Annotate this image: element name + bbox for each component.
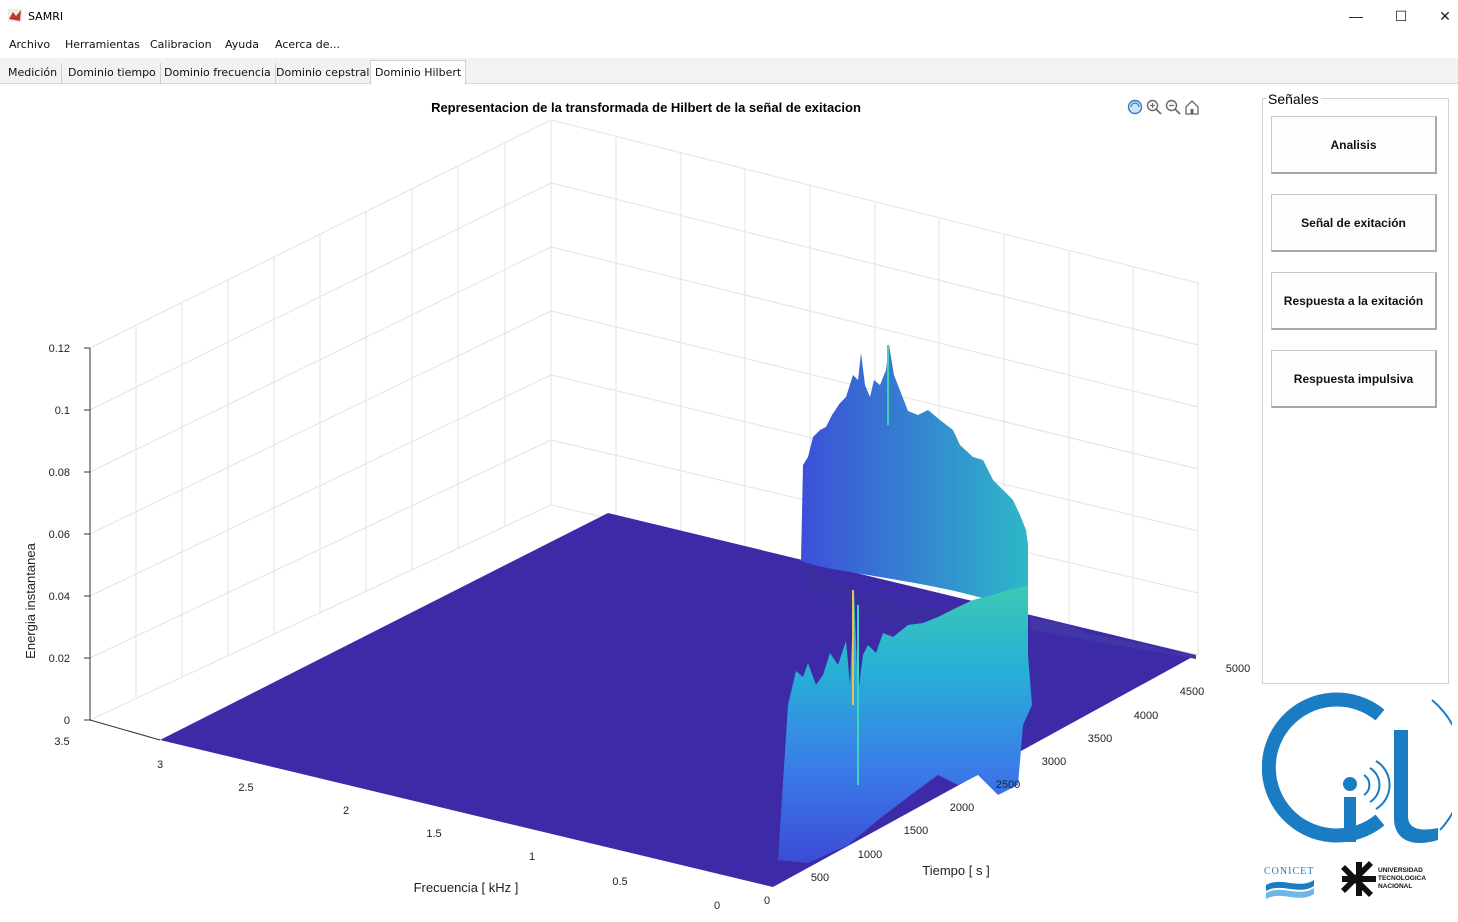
freq-tick-label: 0.5 <box>612 876 627 888</box>
freq-tick-label: 3 <box>157 759 163 771</box>
minimize-button[interactable]: — <box>1349 8 1363 24</box>
tab-medicion[interactable]: Medición <box>4 63 63 84</box>
zoom-in-icon[interactable] <box>1145 98 1163 116</box>
time-tick-label: 0 <box>764 895 770 907</box>
senal-exitacion-button[interactable]: Señal de exitación <box>1271 194 1437 252</box>
menu-calibracion[interactable]: Calibracion <box>150 38 212 51</box>
menu-acerca-de[interactable]: Acerca de... <box>275 38 340 51</box>
svg-text:UNIVERSIDAD: UNIVERSIDAD <box>1378 867 1423 874</box>
time-tick-label: 4500 <box>1180 686 1204 698</box>
z-axis-label: Energia instantanea <box>23 542 38 658</box>
freq-tick-label: 1 <box>529 851 535 863</box>
respuesta-exitacion-button[interactable]: Respuesta a la exitación <box>1271 272 1437 330</box>
time-tick-label: 1000 <box>858 849 882 861</box>
tab-bar: Medición Dominio tiempo Dominio frecuenc… <box>0 58 1458 85</box>
time-tick-label: 3000 <box>1042 756 1066 768</box>
z-tick-label: 0.02 <box>49 653 70 665</box>
rotate-icon[interactable] <box>1126 98 1144 116</box>
time-tick-label: 4000 <box>1134 710 1158 722</box>
tab-dominio-frecuencia[interactable]: Dominio frecuencia <box>160 63 276 84</box>
freq-tick-label: 2.5 <box>238 782 253 794</box>
time-tick-label: 3500 <box>1088 733 1112 745</box>
svg-text:CONICET: CONICET <box>1264 866 1314 877</box>
window-title: SAMRI <box>28 10 64 23</box>
axes-lines <box>89 348 161 741</box>
z-tick-label: 0.04 <box>49 591 70 603</box>
time-tick-label: 5000 <box>1226 663 1250 675</box>
utn-emblem-icon <box>1341 861 1376 897</box>
zoom-out-icon[interactable] <box>1164 98 1182 116</box>
tab-dominio-tiempo[interactable]: Dominio tiempo <box>64 63 161 84</box>
tab-dominio-cepstral[interactable]: Dominio cepstral <box>272 63 375 84</box>
surface-plot[interactable]: 0 0.02 0.04 0.06 0.08 0.1 0.12 Energia i… <box>8 85 1253 920</box>
respuesta-impulsiva-button[interactable]: Respuesta impulsiva <box>1271 350 1437 408</box>
menu-herramientas[interactable]: Herramientas <box>65 38 140 51</box>
signals-panel-title: Señales <box>1266 91 1321 107</box>
plot-title: Representacion de la transformada de Hil… <box>431 100 861 115</box>
time-axis-label: Tiempo [ s ] <box>922 863 989 878</box>
freq-tick-label: 2 <box>343 805 349 817</box>
menu-ayuda[interactable]: Ayuda <box>225 38 259 51</box>
time-axis: 0 500 1000 1500 2000 2500 3000 3500 4000… <box>764 663 1250 907</box>
z-tick-label: 0.08 <box>49 467 70 479</box>
freq-tick-label: 3.5 <box>54 736 69 748</box>
z-tick-label: 0 <box>64 715 70 727</box>
surface-base <box>160 513 1196 887</box>
surface-front-wall <box>778 585 1032 863</box>
analisis-button[interactable]: Analisis <box>1271 116 1437 174</box>
menu-bar: Archivo Herramientas Calibracion Ayuda A… <box>0 34 1458 56</box>
plot-area[interactable]: Representacion de la transformada de Hil… <box>8 85 1253 920</box>
svg-text:TECNOLOGICA: TECNOLOGICA <box>1378 875 1426 882</box>
freq-axis-label: Frecuencia [ kHz ] <box>414 880 519 895</box>
maximize-button[interactable]: ☐ <box>1394 8 1408 24</box>
tab-dominio-hilbert[interactable]: Dominio Hilbert <box>370 60 467 85</box>
z-axis: 0 0.02 0.04 0.06 0.08 0.1 0.12 Energia i… <box>23 343 90 727</box>
z-tick-label: 0.12 <box>49 343 70 355</box>
time-tick-label: 2500 <box>996 779 1020 791</box>
time-tick-label: 1500 <box>904 825 928 837</box>
surface-noise-ridge <box>1030 617 1196 659</box>
z-tick-label: 0.06 <box>49 529 70 541</box>
freq-tick-label: 1.5 <box>426 828 441 840</box>
surface-back-wall <box>801 345 1028 615</box>
freq-axis: 0 0.5 1 1.5 2 2.5 3 3.5 Frecuencia [ kHz… <box>54 736 720 912</box>
freq-tick-label: 0 <box>714 900 720 912</box>
home-icon[interactable] <box>1183 98 1201 116</box>
z-tick-label: 0.1 <box>55 405 70 417</box>
time-tick-label: 500 <box>811 872 829 884</box>
close-button[interactable]: ✕ <box>1439 8 1451 24</box>
matlab-app-icon <box>8 9 22 22</box>
svg-text:NACIONAL: NACIONAL <box>1378 883 1412 890</box>
menu-archivo[interactable]: Archivo <box>9 38 51 51</box>
cit-logo: CONICET UNIVERSIDAD TECNOLOGICA NACIONAL <box>1262 692 1452 899</box>
time-tick-label: 2000 <box>950 802 974 814</box>
title-bar: SAMRI — ☐ ✕ <box>0 0 1458 32</box>
